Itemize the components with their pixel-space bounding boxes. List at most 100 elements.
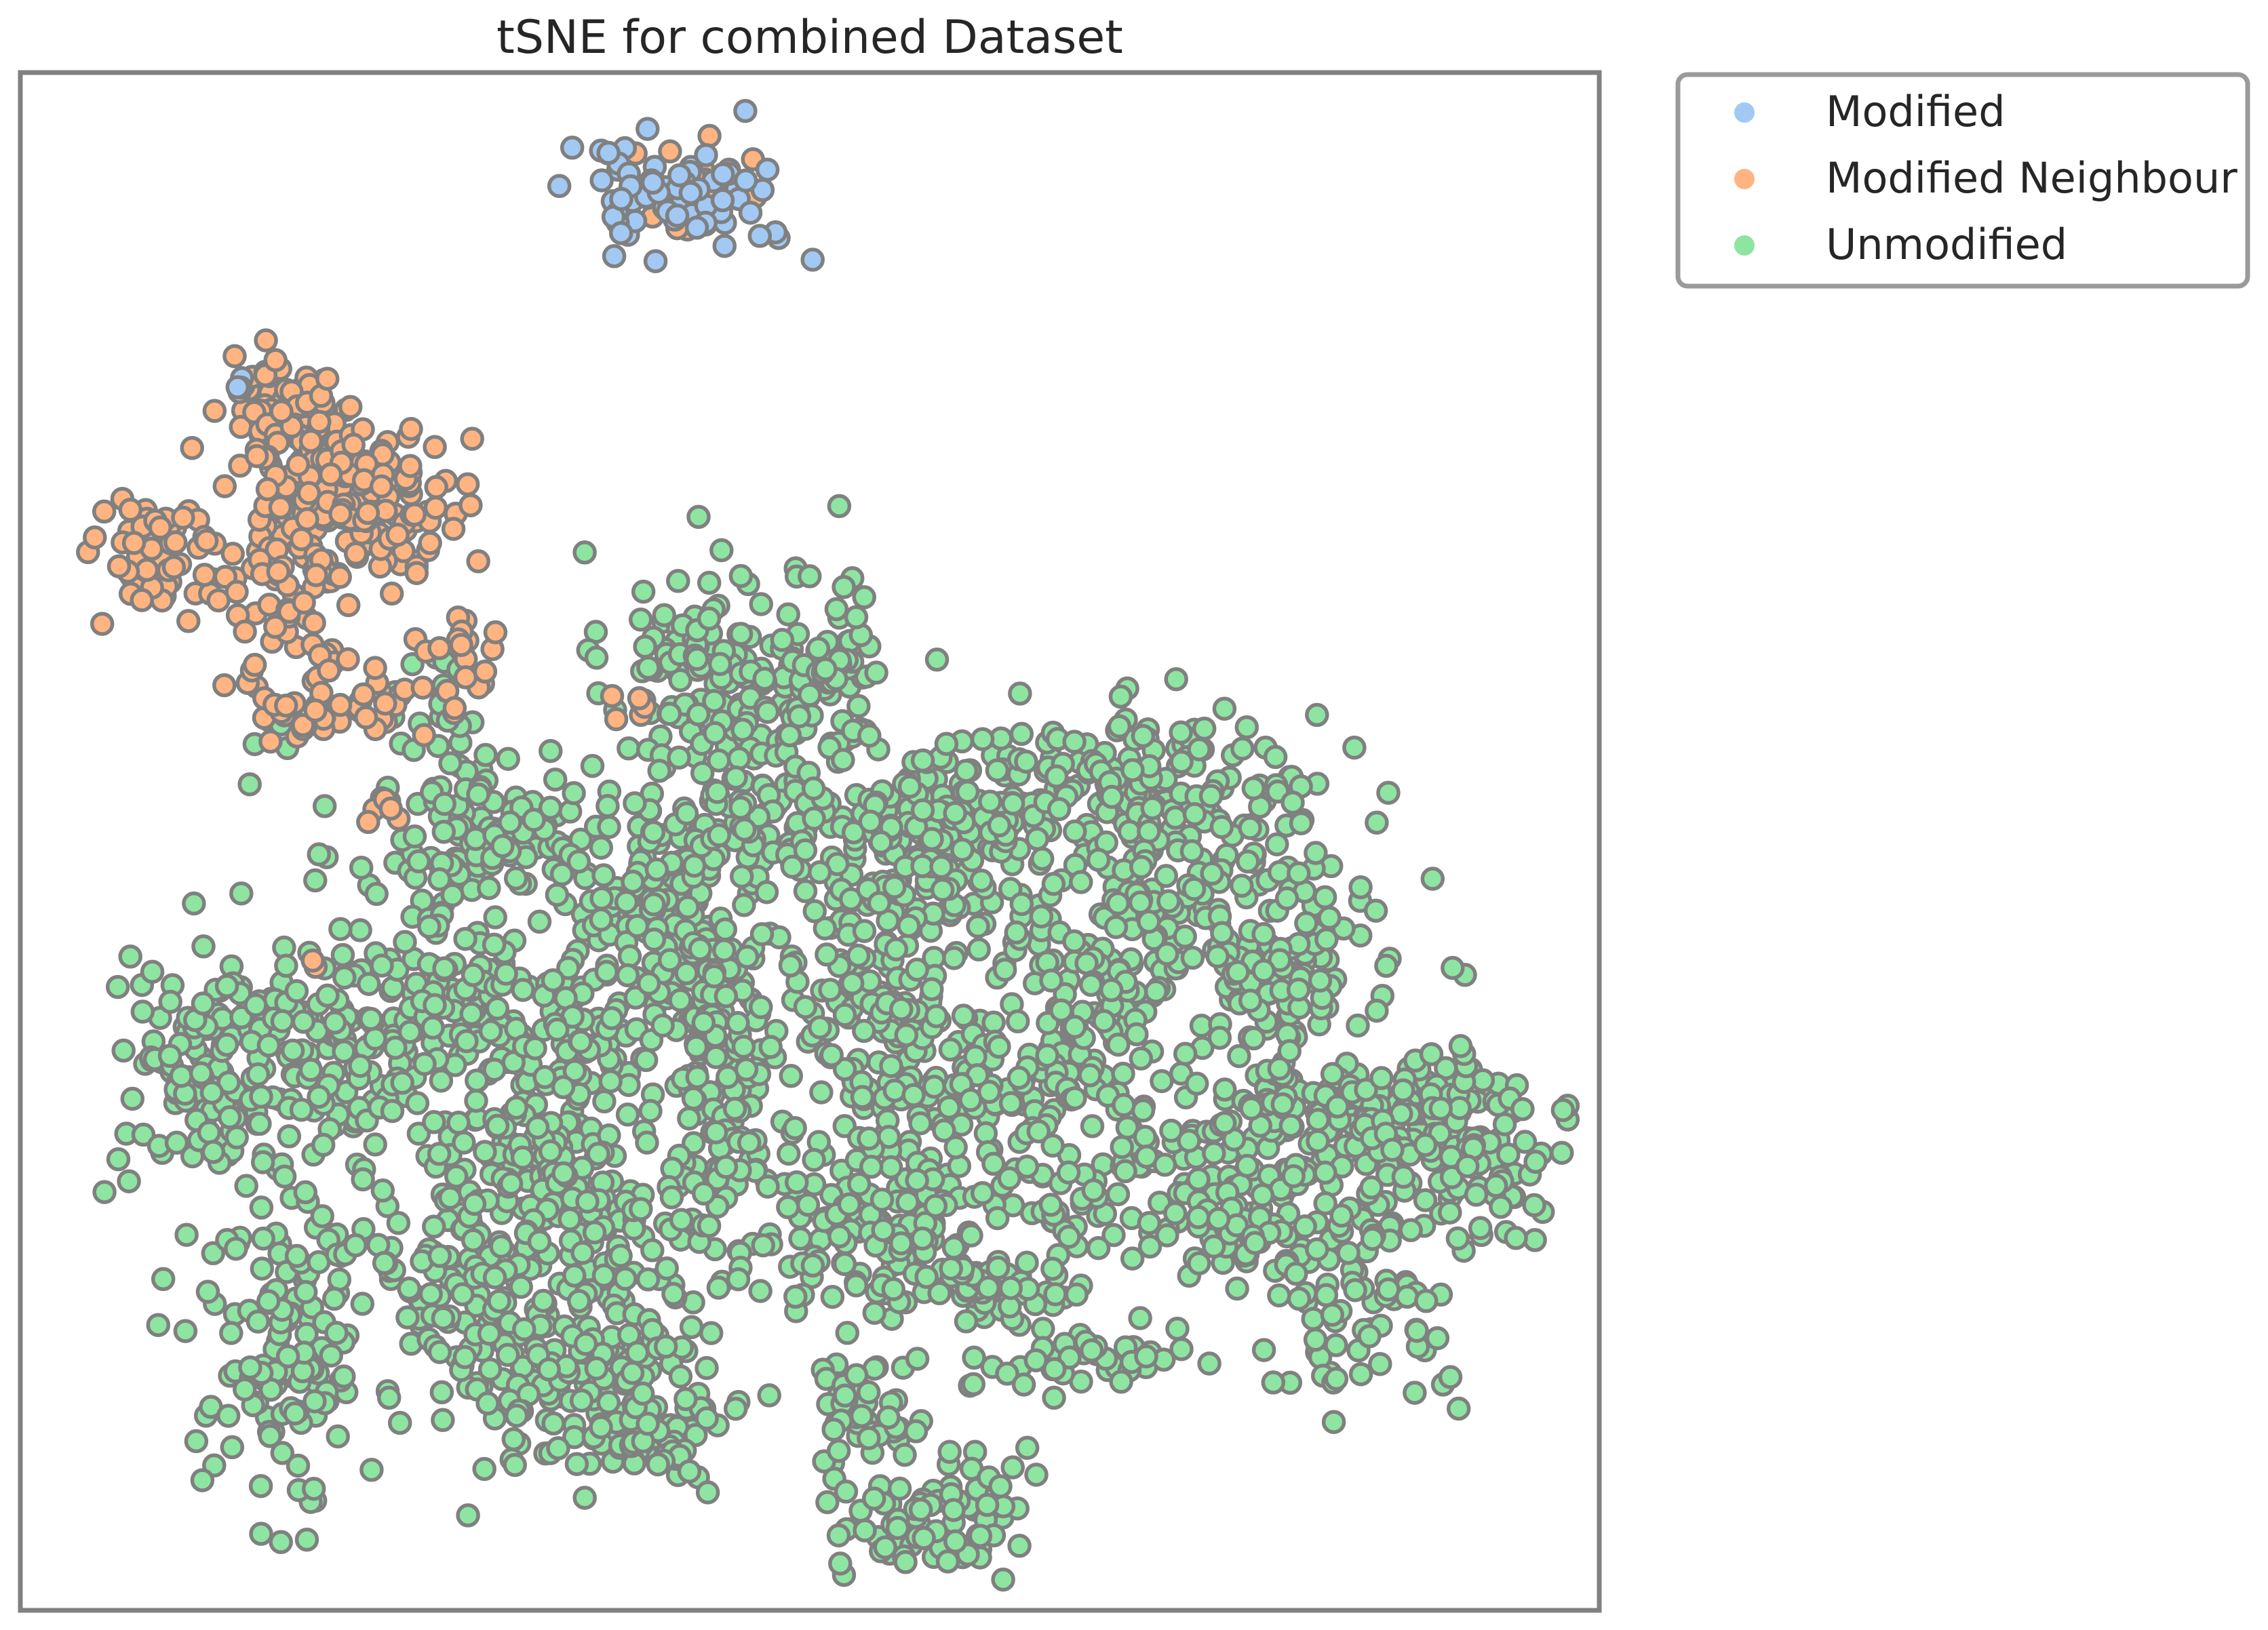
point-unmodified [432, 791, 456, 816]
point-unmodified [852, 1018, 876, 1043]
point-unmodified [728, 563, 754, 589]
point-unmodified [216, 1404, 241, 1428]
point-unmodified [1321, 1410, 1346, 1434]
point-unmodified [713, 917, 738, 942]
point-unmodified [158, 989, 182, 1014]
point-modified-neighbour [192, 562, 217, 587]
point-unmodified [444, 1164, 469, 1189]
point-unmodified [1009, 721, 1034, 747]
point-unmodified [1280, 790, 1305, 815]
point-unmodified [1354, 1077, 1378, 1102]
point-unmodified [1357, 1324, 1382, 1349]
point-unmodified [466, 782, 490, 807]
point-unmodified [390, 1071, 414, 1095]
point-unmodified [1243, 1231, 1268, 1255]
point-unmodified [1251, 1338, 1276, 1362]
point-unmodified [1015, 1250, 1039, 1275]
point-unmodified [495, 1343, 520, 1368]
point-unmodified [478, 1019, 503, 1043]
point-unmodified [1512, 1130, 1538, 1154]
point-unmodified [802, 899, 827, 923]
point-unmodified [706, 1275, 731, 1300]
point-unmodified [591, 863, 616, 888]
point-unmodified [450, 1282, 475, 1307]
point-unmodified [912, 1526, 936, 1551]
point-unmodified [846, 943, 871, 968]
point-unmodified [630, 1381, 655, 1406]
point-unmodified [943, 801, 967, 826]
point-unmodified [199, 1080, 224, 1105]
point-modified-neighbour [254, 328, 278, 353]
point-modified [694, 142, 718, 167]
point-unmodified [668, 988, 692, 1012]
point-modified-neighbour [148, 515, 173, 540]
point-unmodified [840, 971, 865, 995]
point-unmodified [427, 1340, 452, 1364]
point-unmodified [831, 748, 855, 772]
point-unmodified [970, 727, 995, 751]
point-unmodified [446, 1111, 471, 1135]
point-modified-neighbour [202, 399, 227, 423]
point-unmodified [985, 758, 1010, 782]
point-unmodified [453, 926, 477, 951]
point-unmodified [617, 944, 642, 969]
point-unmodified [857, 1426, 881, 1450]
point-unmodified [679, 1315, 704, 1340]
point-unmodified [1023, 1348, 1049, 1372]
point-modified [755, 157, 780, 182]
point-unmodified [707, 823, 731, 848]
point-unmodified [954, 1309, 979, 1334]
point-unmodified [832, 575, 856, 599]
point-unmodified [1391, 1078, 1415, 1102]
point-unmodified [1438, 1200, 1462, 1225]
point-modified-neighbour [604, 707, 629, 732]
point-unmodified [697, 1214, 722, 1238]
point-unmodified [1523, 1228, 1547, 1252]
point-modified-neighbour [353, 705, 378, 730]
point-unmodified [864, 660, 888, 685]
point-unmodified [214, 1033, 239, 1057]
point-modified-neighbour [118, 498, 143, 522]
point-unmodified [572, 540, 597, 565]
point-modified-neighbour [302, 610, 326, 635]
point-modified [667, 163, 692, 188]
point-modified-neighbour [161, 555, 187, 580]
point-unmodified [924, 1003, 949, 1029]
point-unmodified [1044, 764, 1069, 789]
point-unmodified [406, 849, 431, 874]
point-unmodified [1159, 1118, 1184, 1143]
point-modified-neighbour [627, 686, 652, 711]
point-modified-neighbour [341, 433, 366, 457]
point-unmodified [589, 886, 614, 911]
point-unmodified [1078, 972, 1103, 997]
point-unmodified [423, 993, 447, 1018]
point-unmodified [998, 1275, 1023, 1300]
point-unmodified [873, 1535, 897, 1559]
point-unmodified [888, 1231, 914, 1256]
point-unmodified [326, 1424, 350, 1449]
point-unmodified [351, 1167, 375, 1192]
point-unmodified [859, 1155, 884, 1179]
point-unmodified [431, 820, 456, 844]
point-unmodified [477, 1357, 503, 1382]
point-unmodified [732, 893, 756, 917]
point-unmodified [246, 1309, 271, 1334]
point-unmodified [1504, 1226, 1528, 1250]
point-unmodified [1348, 875, 1373, 900]
point-unmodified [501, 1050, 526, 1075]
point-unmodified [807, 860, 832, 885]
point-unmodified [959, 1223, 983, 1248]
point-unmodified [1103, 915, 1129, 940]
point-modified [800, 247, 825, 272]
point-unmodified [734, 1057, 759, 1082]
point-unmodified [432, 956, 456, 980]
point-unmodified [932, 1118, 956, 1143]
point-unmodified [1062, 1014, 1087, 1039]
point-unmodified [1205, 944, 1230, 969]
point-unmodified [482, 932, 507, 957]
point-modified-neighbour [212, 474, 237, 498]
point-unmodified [776, 602, 800, 627]
point-modified-neighbour [328, 692, 353, 717]
point-unmodified [937, 1439, 962, 1464]
point-modified-neighbour [317, 658, 341, 683]
